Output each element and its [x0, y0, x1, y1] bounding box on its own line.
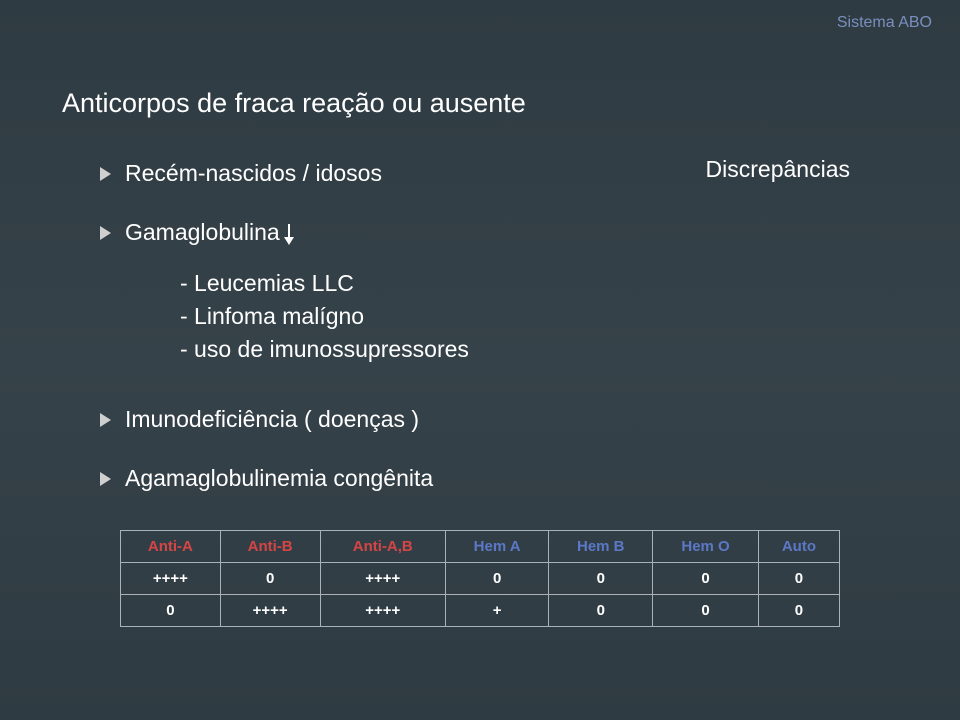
list-item-label: Imunodeficiência ( doenças )	[125, 406, 419, 433]
header-system-label: Sistema ABO	[837, 14, 932, 32]
list-item: Agamaglobulinemia congênita	[100, 465, 433, 492]
table-cell: ++++	[220, 595, 320, 627]
table-cell: 0	[121, 595, 221, 627]
table-header-row: Anti-A Anti-B Anti-A,B Hem A Hem B Hem O…	[121, 531, 840, 563]
discrepancies-label: Discrepâncias	[706, 156, 850, 183]
chevron-right-icon	[100, 226, 111, 240]
table-cell: 0	[758, 595, 839, 627]
table-cell: 0	[653, 595, 759, 627]
table-cell: 0	[549, 563, 653, 595]
col-anti-b: Anti-B	[220, 531, 320, 563]
list-item: Gamaglobulina	[100, 219, 433, 246]
list-item-label: Gamaglobulina	[125, 219, 280, 246]
list-item-label: Recém-nascidos / idosos	[125, 160, 382, 187]
chevron-right-icon	[100, 167, 111, 181]
table-cell: 0	[220, 563, 320, 595]
table-row: ++++ 0 ++++ 0 0 0 0	[121, 563, 840, 595]
table-cell: ++++	[320, 563, 446, 595]
list-item: Imunodeficiência ( doenças )	[100, 406, 433, 433]
table-cell: 0	[549, 595, 653, 627]
col-hem-b: Hem B	[549, 531, 653, 563]
col-hem-a: Hem A	[446, 531, 549, 563]
table-cell: 0	[758, 563, 839, 595]
table-cell: +	[446, 595, 549, 627]
down-arrow-icon	[288, 219, 290, 246]
page-title: Anticorpos de fraca reação ou ausente	[62, 88, 526, 119]
table-row: 0 ++++ ++++ + 0 0 0	[121, 595, 840, 627]
table-cell: ++++	[320, 595, 446, 627]
sublist-item: - uso de imunossupressores	[180, 336, 469, 363]
chevron-right-icon	[100, 472, 111, 486]
col-anti-ab: Anti-A,B	[320, 531, 446, 563]
chevron-right-icon	[100, 413, 111, 427]
table-cell: 0	[653, 563, 759, 595]
col-anti-a: Anti-A	[121, 531, 221, 563]
list-item: Recém-nascidos / idosos	[100, 160, 433, 187]
table-cell: 0	[446, 563, 549, 595]
sublist-item: - Leucemias LLC	[180, 270, 469, 297]
col-auto: Auto	[758, 531, 839, 563]
sublist-item: - Linfoma malígno	[180, 303, 469, 330]
list-item-label: Agamaglobulinemia congênita	[125, 465, 433, 492]
col-hem-o: Hem O	[653, 531, 759, 563]
sublist: - Leucemias LLC - Linfoma malígno - uso …	[180, 270, 469, 369]
table-cell: ++++	[121, 563, 221, 595]
results-table: Anti-A Anti-B Anti-A,B Hem A Hem B Hem O…	[120, 530, 840, 627]
